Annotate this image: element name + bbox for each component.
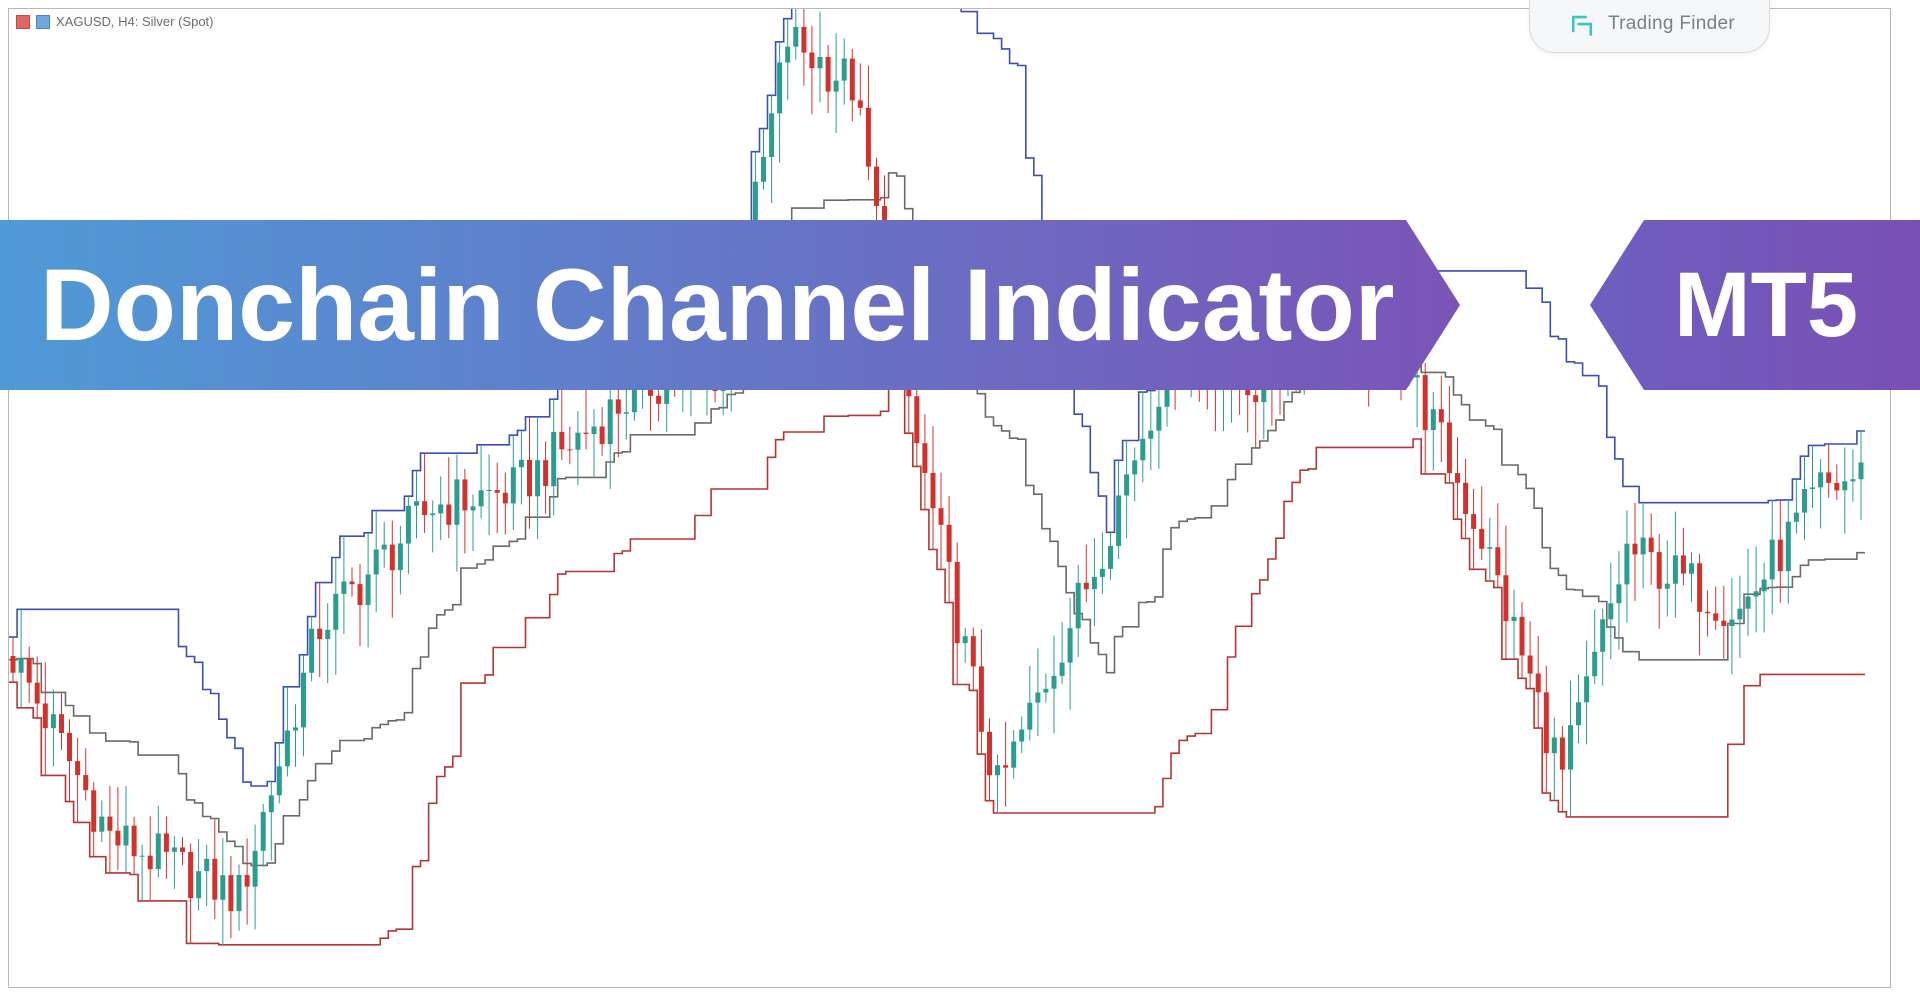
ohlc-icon [16, 15, 30, 29]
badge-text: MT5 [1674, 253, 1858, 358]
title-text: Donchain Channel Indicator [40, 247, 1394, 364]
brand-text: Trading Finder [1608, 13, 1735, 35]
price-axis [1890, 8, 1912, 988]
symbol-header: XAGUSD, H4: Silver (Spot) [16, 14, 214, 29]
brand-logo-icon [1568, 10, 1596, 38]
platform-badge: MT5 [1590, 220, 1920, 390]
stage: XAGUSD, H4: Silver (Spot) Trading Finder… [0, 0, 1920, 996]
symbol-text: XAGUSD, H4: Silver (Spot) [56, 14, 214, 29]
indicator-icon [36, 15, 50, 29]
price-chart[interactable] [9, 9, 1889, 987]
title-banner: Donchain Channel Indicator [0, 220, 1460, 390]
brand-tab: Trading Finder [1529, 0, 1770, 53]
